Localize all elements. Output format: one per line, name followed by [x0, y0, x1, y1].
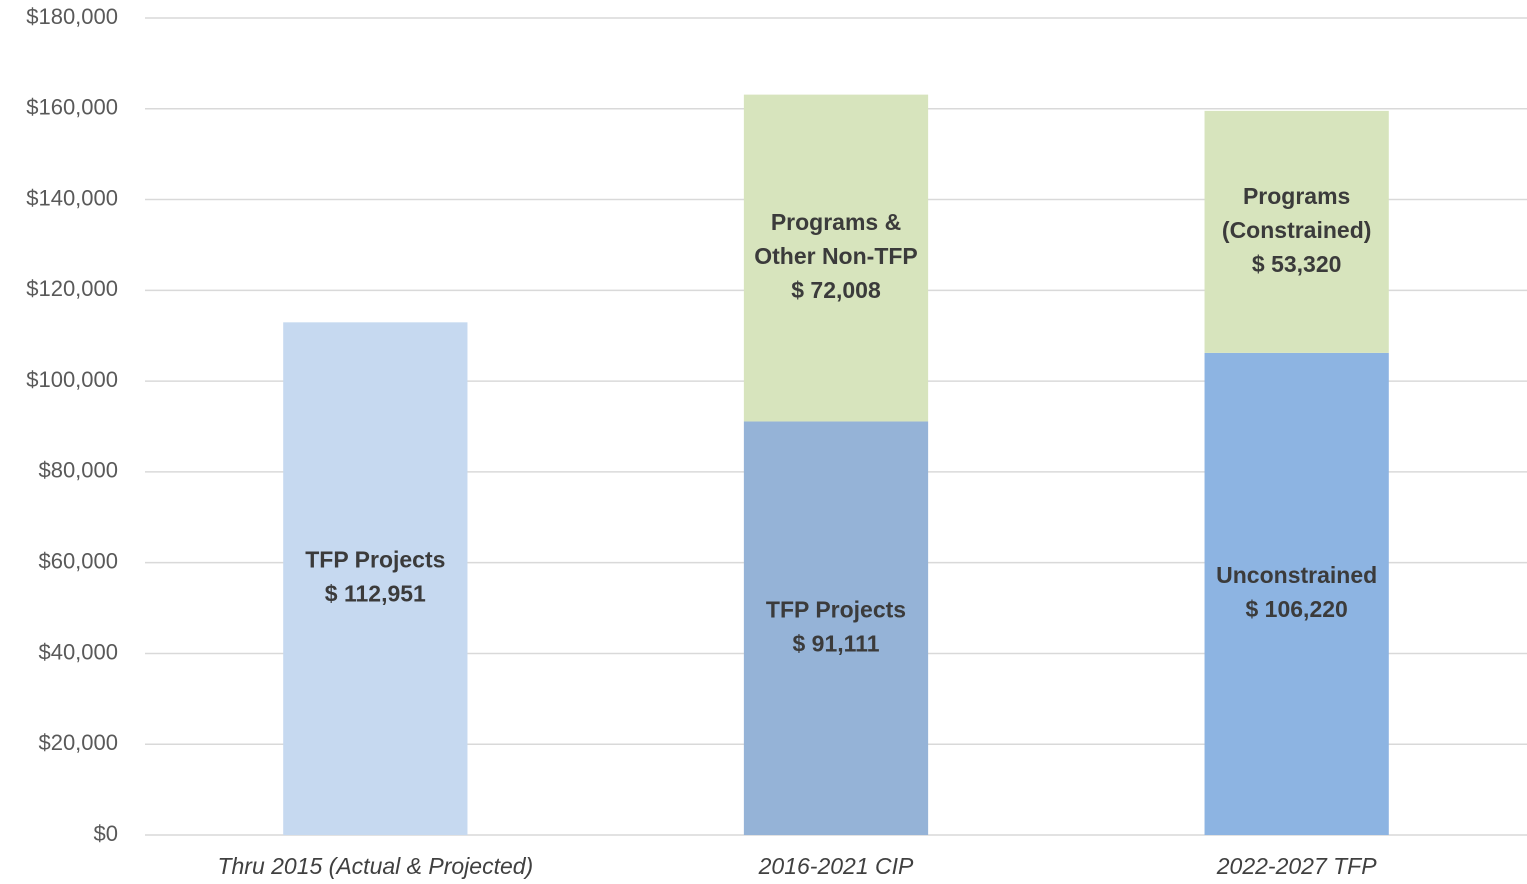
- segment-label: Other Non-TFP: [754, 243, 918, 269]
- segment-label: Unconstrained: [1216, 562, 1377, 588]
- segment-label: (Constrained): [1222, 217, 1372, 243]
- x-tick-label: 2016-2021 CIP: [758, 853, 914, 879]
- y-tick-label: $60,000: [38, 548, 118, 573]
- y-tick-label: $80,000: [38, 458, 118, 483]
- y-tick-label: $180,000: [26, 4, 118, 29]
- segment-label: TFP Projects: [305, 547, 445, 573]
- bar-segment: [1204, 110, 1389, 353]
- segment-value-label: $ 112,951: [325, 581, 426, 607]
- bar-segment: [1204, 352, 1389, 835]
- segment-value-label: $ 106,220: [1246, 596, 1348, 622]
- segment-value-label: $ 53,320: [1252, 251, 1342, 277]
- y-tick-label: $40,000: [38, 639, 118, 664]
- y-tick-label: $140,000: [26, 185, 118, 210]
- x-tick-label: Thru 2015 (Actual & Projected): [217, 853, 533, 879]
- y-tick-label: $100,000: [26, 367, 118, 392]
- y-tick-label: $160,000: [26, 95, 118, 120]
- y-tick-label: $20,000: [38, 730, 118, 755]
- y-tick-label: $120,000: [26, 276, 118, 301]
- segment-label: Programs: [1243, 183, 1350, 209]
- segment-value-label: $ 72,008: [791, 277, 881, 303]
- segment-label: Programs &: [771, 209, 901, 235]
- bar-segment: [743, 421, 929, 835]
- bar-segment: [283, 322, 468, 835]
- y-tick-label: $0: [94, 821, 118, 846]
- segment-label: TFP Projects: [766, 596, 906, 622]
- x-tick-label: 2022-2027 TFP: [1216, 853, 1377, 879]
- bar-segment: [743, 94, 929, 422]
- segment-value-label: $ 91,111: [793, 630, 880, 656]
